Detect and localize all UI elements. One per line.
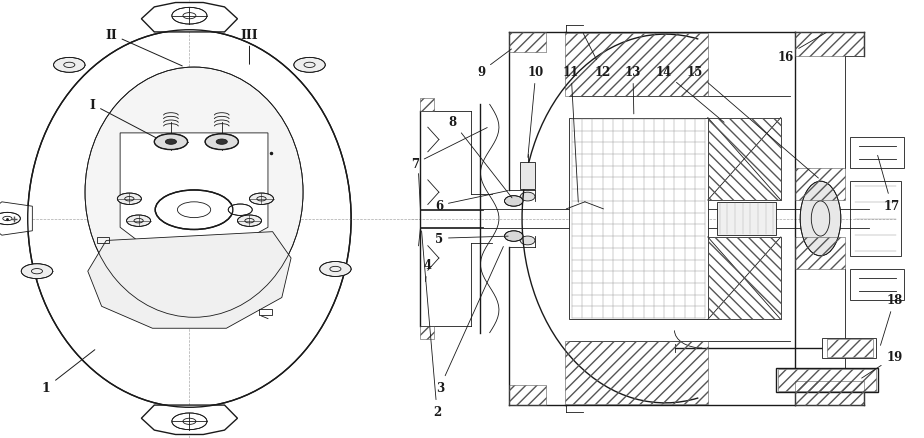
Bar [569,118,708,320]
Polygon shape [88,232,291,328]
Bar [776,368,878,392]
Text: 16: 16 [777,33,826,64]
Ellipse shape [505,196,523,207]
Bar [778,369,876,391]
Ellipse shape [155,191,233,230]
Ellipse shape [127,215,151,227]
Ellipse shape [294,58,325,73]
Bar [822,339,876,358]
Bar [259,309,272,315]
Polygon shape [708,237,781,320]
Text: II: II [105,28,182,67]
Text: 4: 4 [424,258,432,282]
Bar [565,34,708,96]
Text: 10: 10 [528,66,544,158]
Bar [795,33,864,57]
Text: 2: 2 [421,231,441,418]
Bar [795,169,845,201]
Ellipse shape [165,140,176,145]
Ellipse shape [117,194,141,205]
Bar [565,342,708,404]
Ellipse shape [520,237,535,245]
Ellipse shape [0,213,20,225]
Ellipse shape [21,264,53,279]
Bar [850,269,904,300]
Text: 5: 5 [435,232,508,245]
Ellipse shape [54,58,85,73]
Bar [827,339,873,357]
Text: 19: 19 [862,350,903,378]
Bar [97,237,109,243]
Text: 12: 12 [583,35,611,79]
Ellipse shape [228,205,252,216]
Text: 6: 6 [435,191,508,212]
Bar [850,138,904,169]
Text: 13: 13 [625,66,641,115]
Polygon shape [708,118,781,201]
Ellipse shape [85,68,303,318]
Polygon shape [141,405,237,434]
Ellipse shape [172,8,207,25]
Bar [509,33,546,53]
Ellipse shape [216,140,227,145]
Polygon shape [141,4,237,33]
Ellipse shape [520,193,535,201]
Text: 7: 7 [411,128,487,171]
Text: 17: 17 [878,156,900,212]
Bar [520,163,535,189]
Bar [850,182,901,256]
Ellipse shape [172,413,207,430]
Text: 18: 18 [881,293,903,346]
Bar [509,385,546,405]
Bar [420,111,434,112]
Bar [420,99,434,112]
Text: III: III [240,28,259,65]
Text: 9: 9 [478,50,512,79]
Ellipse shape [800,182,841,256]
Polygon shape [0,202,32,236]
Polygon shape [120,134,268,245]
Text: 1: 1 [42,350,95,394]
Text: I: I [90,99,177,150]
Ellipse shape [237,215,261,227]
Text: 14: 14 [655,66,724,123]
Ellipse shape [28,31,351,407]
Text: 15: 15 [687,66,819,179]
Bar [717,202,776,236]
Ellipse shape [205,134,238,150]
Ellipse shape [249,194,274,205]
Bar [795,381,864,405]
Ellipse shape [320,262,351,277]
Text: 8: 8 [449,116,512,198]
Ellipse shape [505,231,523,242]
Bar [420,326,434,339]
Ellipse shape [154,134,188,150]
Text: 3: 3 [436,247,504,394]
Bar [795,237,845,269]
Text: 11: 11 [563,66,579,203]
